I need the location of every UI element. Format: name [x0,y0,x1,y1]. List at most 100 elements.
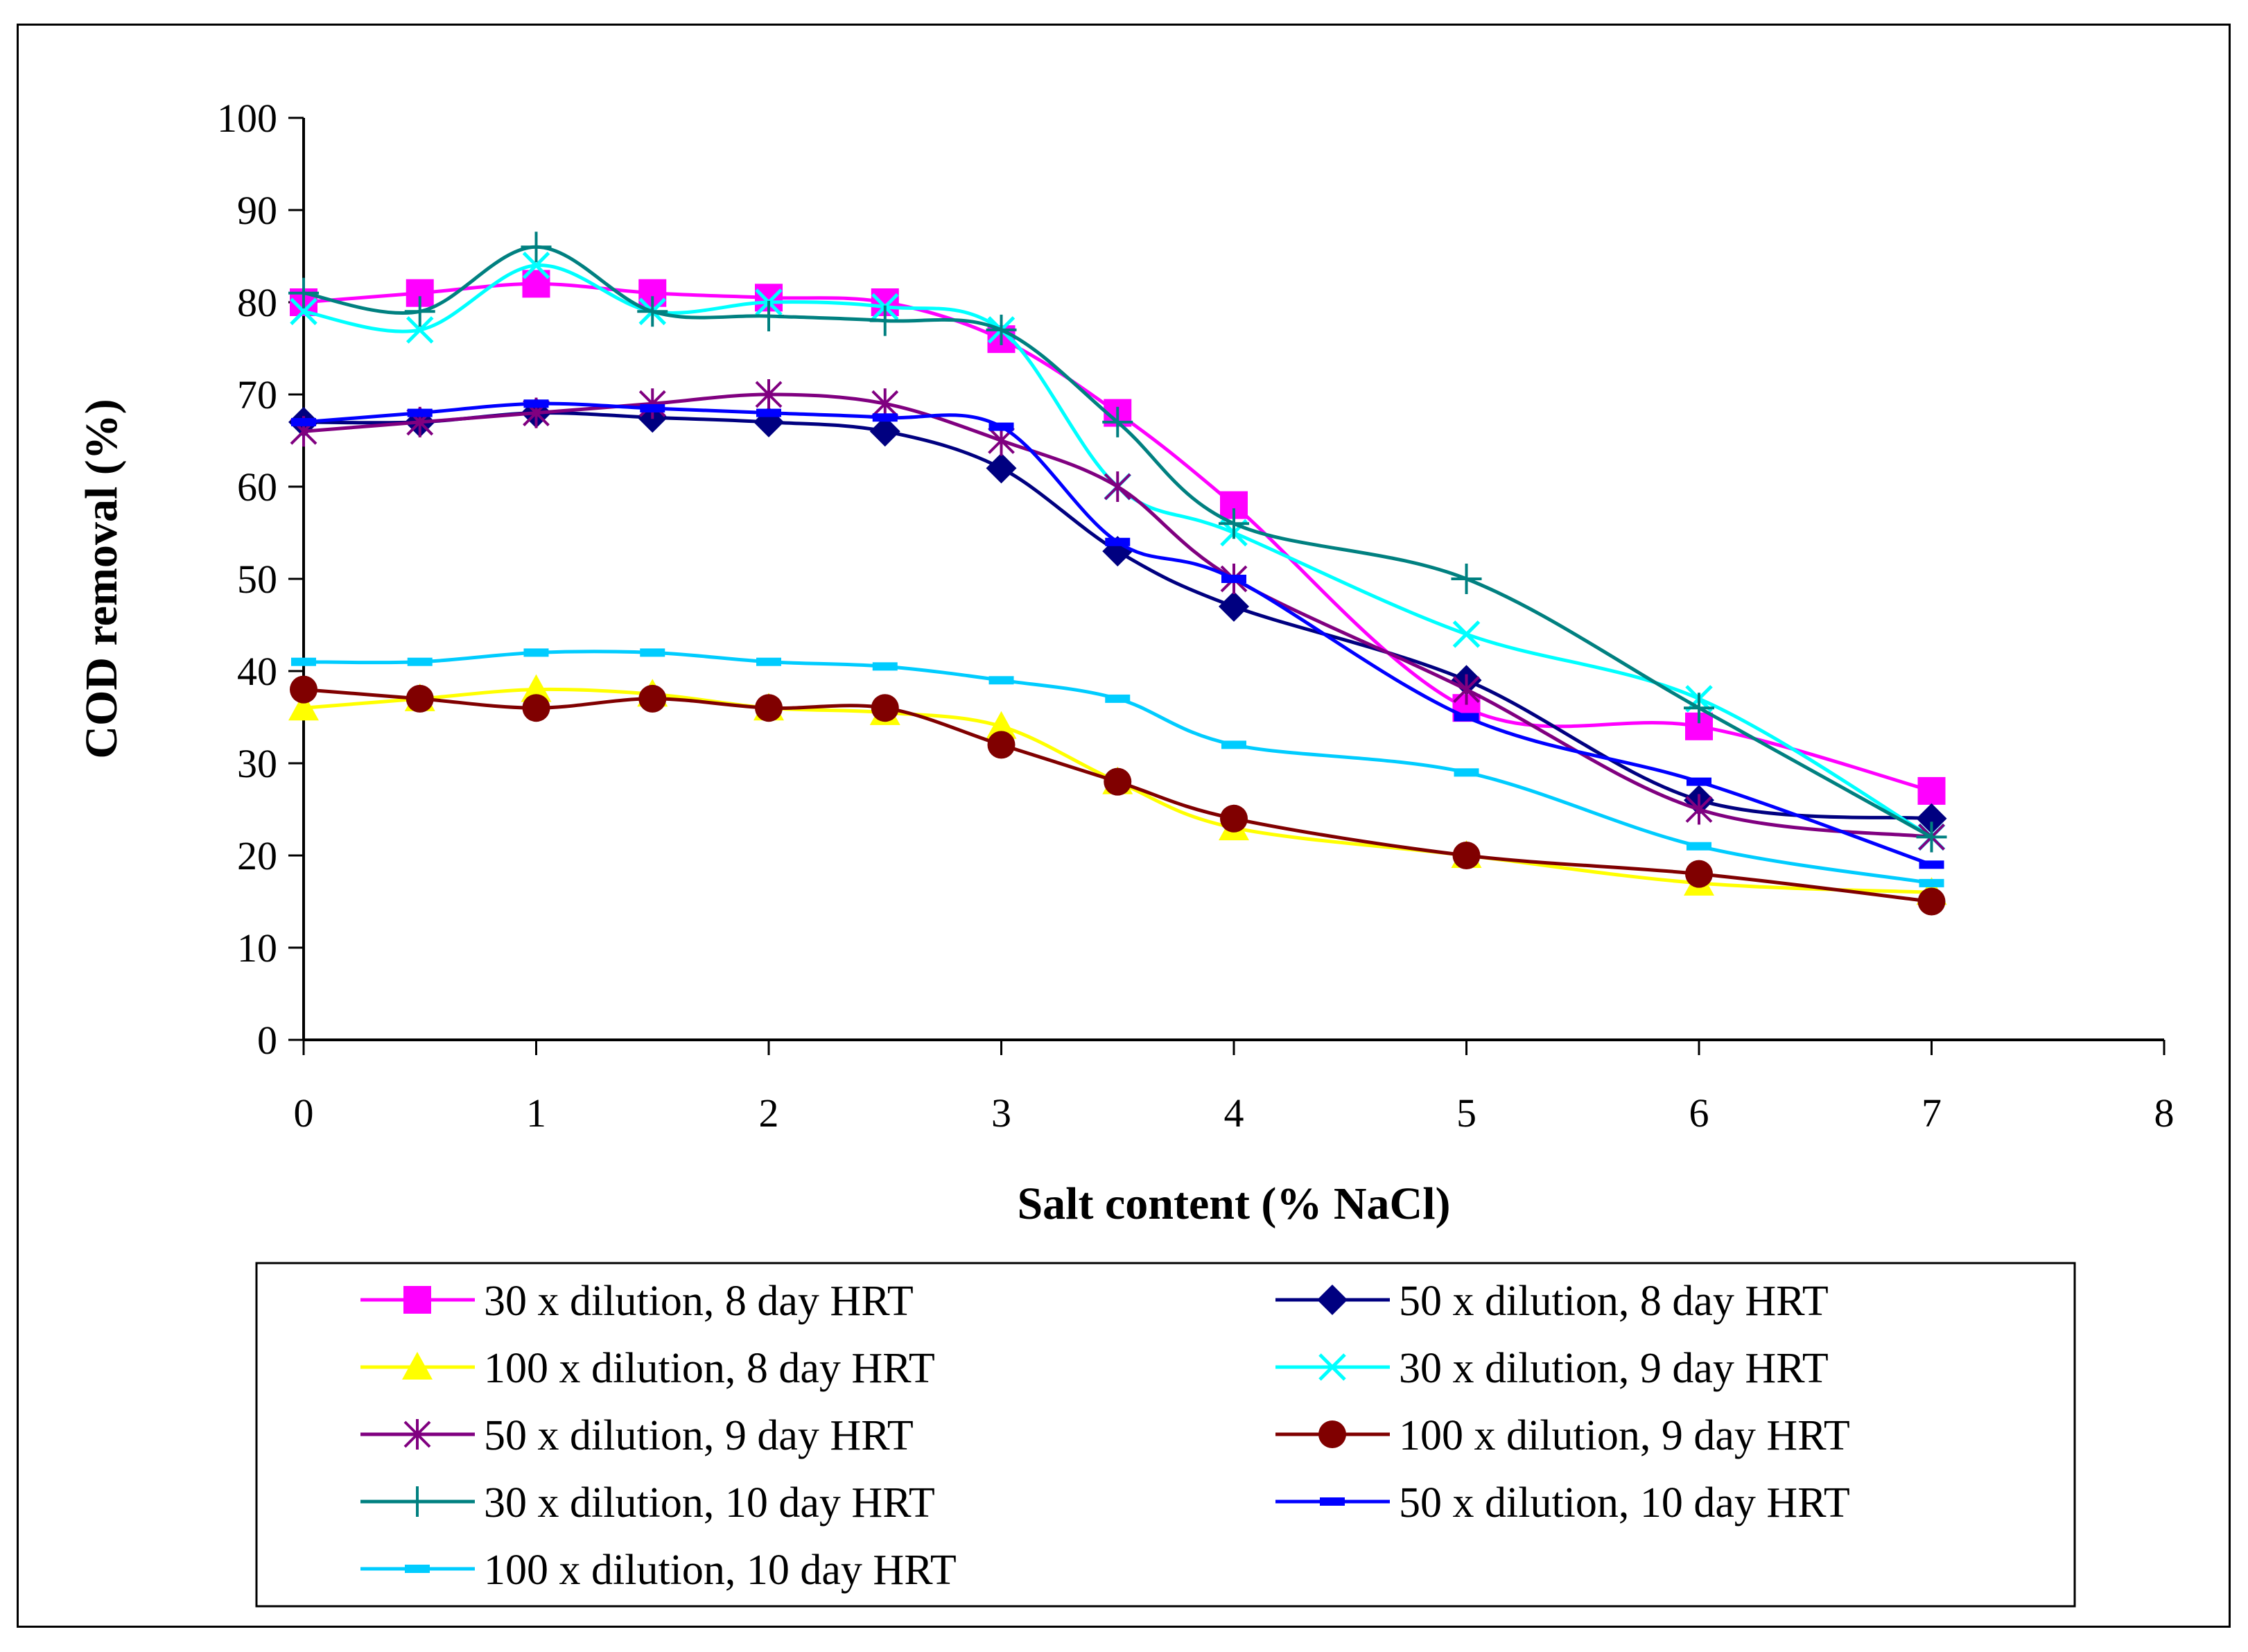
legend-entry: 30 x dilution, 10 day HRT [360,1479,935,1527]
y-tick-label: 50 [237,557,277,602]
data-point [1917,776,1946,805]
x-tick-label: 3 [991,1090,1011,1136]
series-8 [291,399,1944,869]
legend-label: 30 x dilution, 8 day HRT [484,1278,914,1325]
legend-entry: 50 x dilution, 10 day HRT [1275,1479,1850,1527]
data-point [1685,860,1713,888]
data-point [869,416,900,447]
x-tick-label: 6 [1689,1090,1709,1136]
data-point [404,296,435,327]
legend-swatch-marker [1320,1497,1345,1506]
legend-swatch-marker [402,1352,433,1380]
x-tick-label: 8 [2154,1090,2175,1136]
data-point [1685,794,1713,825]
data-point [1917,887,1946,916]
legend-box [255,1262,2076,1608]
data-point [753,300,784,331]
y-tick-label: 60 [237,464,277,510]
legend-swatch-marker [1318,1420,1346,1448]
data-point [1220,804,1248,833]
x-tick-label: 2 [759,1090,779,1136]
data-point [755,694,783,722]
data-point [1219,508,1249,539]
data-point [522,694,550,722]
data-point [521,232,552,263]
legend-swatch-marker [1317,1285,1348,1315]
data-point [1102,406,1133,437]
data-point [291,417,316,426]
data-point [1453,674,1480,705]
data-point [290,297,317,326]
legend-label: 50 x dilution, 9 day HRT [484,1412,914,1459]
data-point [1452,842,1481,869]
data-point [756,408,781,417]
data-point [1105,694,1131,703]
x-tick-label: 4 [1224,1090,1244,1136]
data-point [872,413,898,422]
legend-swatch-marker [405,1565,430,1573]
data-point [1452,620,1481,648]
data-point [871,694,899,722]
legend-entry: 100 x dilution, 10 day HRT [360,1547,957,1594]
data-point [872,662,898,671]
data-point [1104,471,1131,502]
legend-label: 30 x dilution, 10 day HRT [484,1479,935,1527]
data-point [1919,860,1944,869]
x-tick-label: 0 [294,1090,314,1136]
legend-label: 100 x dilution, 9 day HRT [1399,1412,1850,1459]
data-point [1919,878,1944,887]
x-tick-label: 5 [1456,1090,1476,1136]
legend-label: 100 x dilution, 10 day HRT [484,1547,957,1594]
legend-entry: 50 x dilution, 8 day HRT [1275,1278,1829,1325]
series-7 [288,232,1947,853]
y-tick-label: 80 [237,280,277,325]
legend-entry: 30 x dilution, 8 day HRT [360,1278,914,1325]
data-point [988,676,1014,685]
data-point [1221,740,1246,749]
legend-entry: 100 x dilution, 8 day HRT [360,1345,935,1392]
data-point [288,693,319,721]
data-point [1219,591,1249,622]
legend-label: 30 x dilution, 9 day HRT [1399,1345,1829,1392]
data-point [1105,537,1131,546]
data-point [986,314,1017,345]
series-line [303,392,1932,839]
legend-swatch-marker [403,1419,431,1450]
x-axis-title: Salt content (% NaCl) [1017,1179,1450,1229]
data-point [1916,803,1947,834]
data-point [1684,693,1714,724]
data-point [755,379,783,410]
series-6 [290,675,1946,916]
data-point [290,675,317,704]
data-point [869,305,900,336]
y-tick-label: 0 [257,1018,277,1063]
legend-entry: 30 x dilution, 9 day HRT [1275,1345,1829,1392]
y-tick-label: 90 [237,188,277,233]
series-5 [290,379,1945,853]
legend-swatch-marker [403,1286,431,1314]
figure-frame [17,24,2231,1628]
data-point [987,731,1016,759]
y-tick-label: 10 [237,925,277,971]
data-point [1104,767,1132,796]
y-tick-label: 40 [237,649,277,694]
legend-label: 50 x dilution, 10 day HRT [1399,1479,1850,1527]
x-tick-label: 7 [1922,1090,1942,1136]
y-tick-label: 70 [237,372,277,417]
data-point [1451,564,1482,594]
data-point [637,296,668,327]
data-point [288,277,319,308]
data-point [521,674,552,702]
legend-entry: 50 x dilution, 9 day HRT [360,1412,914,1459]
data-point [1687,777,1711,786]
y-tick-label: 20 [237,833,277,878]
data-point [522,252,550,279]
data-point [988,422,1014,431]
legend-swatch-marker [1318,1353,1346,1381]
data-point [407,408,433,417]
data-point [523,648,549,657]
series-9 [291,648,1944,887]
data-point [1221,575,1246,583]
y-axis-title: COD removal (%) [76,399,127,758]
